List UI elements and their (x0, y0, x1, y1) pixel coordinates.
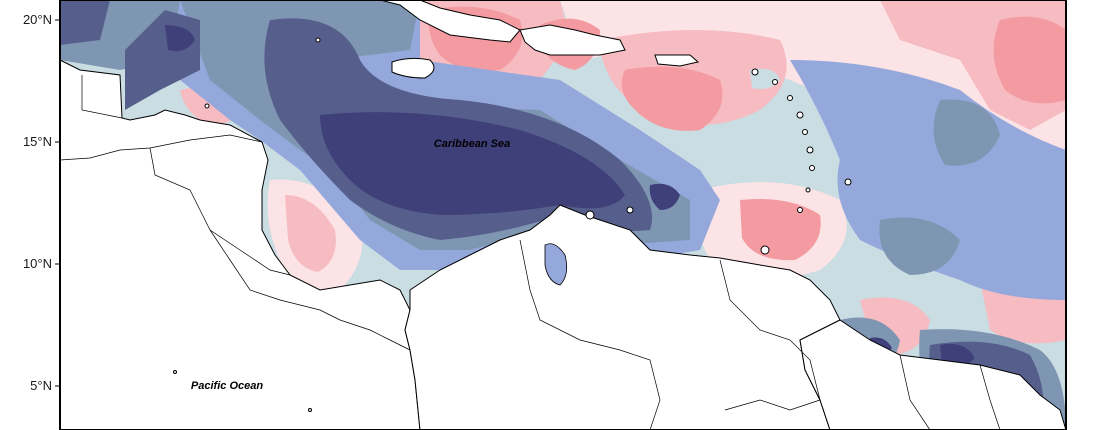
caribbean-sea-label: Caribbean Sea (434, 138, 510, 150)
y-axis: 20°N 15°N 10°N 5°N (23, 12, 60, 393)
island (308, 408, 312, 412)
island (802, 129, 808, 135)
y-tick-label: 15°N (23, 134, 52, 149)
anomaly-salmon-region (993, 16, 1066, 104)
y-tick-label: 5°N (30, 378, 52, 393)
island (585, 210, 595, 220)
y-tick-label: 10°N (23, 256, 52, 271)
island (760, 245, 770, 255)
anomaly-deep-blue-region (165, 25, 195, 52)
island (805, 187, 811, 193)
anomaly-navy-region (60, 0, 110, 45)
anomaly-salmon-region (740, 199, 821, 261)
island (626, 206, 634, 214)
y-tick-label: 20°N (23, 12, 52, 27)
island (796, 111, 804, 119)
hispaniola-land (519, 24, 626, 56)
anomaly-salmon-region (621, 66, 723, 131)
island (204, 103, 210, 109)
pacific-ocean-label: Pacific Ocean (191, 380, 263, 392)
anomaly-periwinkle-region (790, 60, 1066, 300)
island (806, 146, 814, 154)
country-border (979, 364, 1001, 430)
country-border (81, 75, 123, 119)
country-border (899, 354, 931, 430)
island (844, 178, 852, 186)
landmasses (59, 0, 1067, 430)
country-border (519, 239, 661, 430)
south-america-land (404, 204, 841, 430)
island (751, 68, 759, 76)
anomaly-deep-blue-region (649, 183, 680, 210)
cuba-land (379, 0, 521, 43)
island (772, 79, 778, 85)
island (809, 165, 815, 171)
anomaly-slate-region (933, 99, 1000, 166)
guianas-land (799, 319, 1067, 430)
map-border (59, 0, 1067, 430)
island (315, 37, 321, 43)
lake-maracaibo (544, 243, 568, 286)
island (797, 207, 803, 213)
country-border (339, 319, 411, 351)
country-border (724, 399, 821, 411)
island (173, 370, 177, 374)
country-border (719, 259, 821, 401)
puerto-rico-land (654, 54, 700, 67)
jamaica-land (391, 57, 435, 79)
island (787, 95, 793, 101)
country-border (209, 229, 341, 321)
anomaly-slate-region (879, 217, 960, 275)
anomaly-salmon-region (285, 195, 336, 272)
anomaly-deep-blue-region (320, 112, 625, 215)
